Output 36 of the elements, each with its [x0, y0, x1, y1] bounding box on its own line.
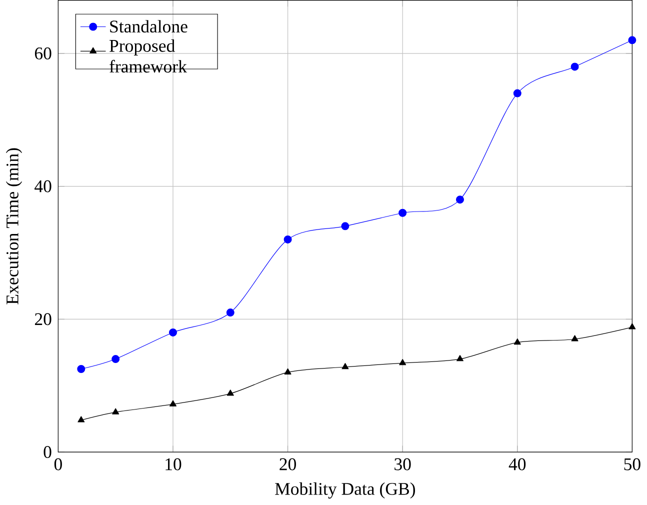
point [169, 400, 176, 407]
point [284, 368, 292, 375]
y-tick-label: 0 [44, 446, 52, 458]
point [456, 196, 464, 204]
point [341, 222, 350, 230]
point [571, 335, 578, 342]
y-tick-label: 60 [34, 48, 52, 60]
point [284, 236, 292, 244]
point [513, 90, 522, 98]
x-tick-label: 30 [394, 458, 411, 470]
point [514, 338, 521, 345]
y-axis-title: Execution Time (min) [6, 148, 22, 305]
point [342, 363, 349, 370]
point [78, 416, 85, 423]
legend-label: Proposed framework [110, 40, 187, 73]
point [77, 365, 86, 374]
x-tick-label: 0 [54, 458, 62, 470]
x-axis-title: Mobility Data (GB) [275, 482, 415, 499]
point [456, 355, 464, 362]
point [112, 408, 120, 415]
point [628, 323, 636, 330]
point [398, 209, 407, 218]
point [570, 62, 579, 71]
x-tick-label: 20 [280, 458, 296, 470]
point [399, 359, 406, 366]
point [226, 390, 234, 396]
x-tick-label: 50 [624, 458, 640, 470]
point [628, 36, 636, 44]
y-tick-label: 40 [34, 180, 52, 193]
point [168, 328, 177, 337]
x-tick-label: 10 [166, 458, 182, 470]
point [112, 355, 120, 364]
legend-label: Standalone [110, 20, 188, 33]
x-tick-label: 40 [508, 458, 526, 470]
y-tick-label: 20 [34, 313, 52, 326]
point [226, 308, 234, 317]
